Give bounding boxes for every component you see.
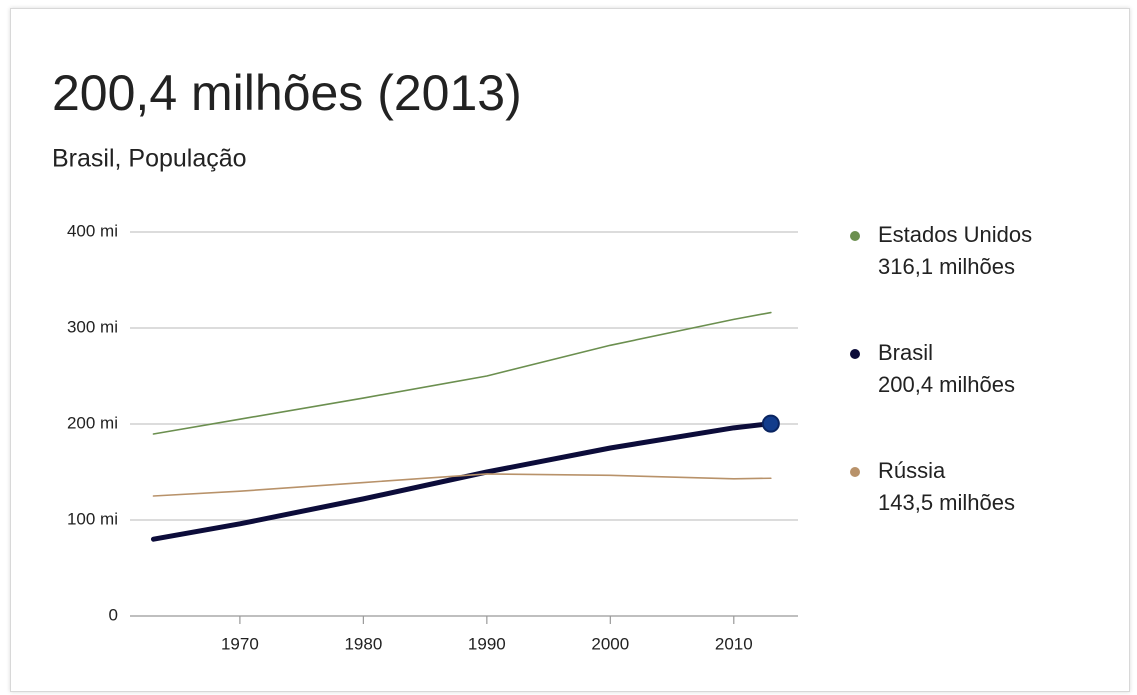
- chart-title: 200,4 milhões (2013): [52, 65, 522, 121]
- legend-marker: [850, 231, 860, 241]
- legend-label: Rússia: [878, 458, 946, 483]
- x-tick-label: 1990: [468, 634, 506, 653]
- y-tick-label: 100 mi: [67, 509, 118, 528]
- y-tick-label: 200 mi: [67, 413, 118, 432]
- series-line: [152, 473, 772, 497]
- legend-label: Brasil: [878, 340, 933, 365]
- legend-value: 143,5 milhões: [878, 490, 1015, 515]
- series-line: [150, 421, 774, 542]
- legend-label: Estados Unidos: [878, 222, 1032, 247]
- y-tick-label: 300 mi: [67, 317, 118, 336]
- card: [10, 8, 1130, 692]
- legend-value: 316,1 milhões: [878, 254, 1015, 279]
- highlight-point: [761, 414, 780, 433]
- x-tick-label: 1970: [221, 634, 259, 653]
- legend-value: 200,4 milhões: [878, 372, 1015, 397]
- x-tick-label: 1980: [344, 634, 382, 653]
- y-tick-label: 400 mi: [67, 221, 118, 240]
- legend-marker: [850, 467, 860, 477]
- legend-marker: [850, 349, 860, 359]
- x-tick-label: 2000: [591, 634, 629, 653]
- x-tick-label: 2010: [715, 634, 753, 653]
- series-line: [152, 311, 772, 435]
- y-tick-label: 0: [109, 605, 118, 624]
- chart-subtitle: Brasil, População: [52, 145, 247, 173]
